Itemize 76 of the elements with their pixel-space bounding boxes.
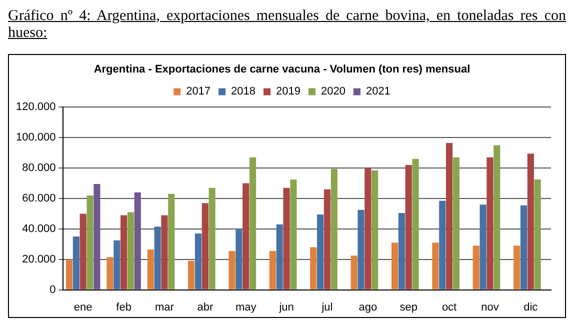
chart-title: Gráfico nº 4: Argentina, exportaciones mensuales de carne bovina, en toneladas res con hueso:: [8, 8, 566, 42]
bar: [114, 240, 120, 290]
bar: [72, 236, 80, 290]
y-tick-label: 80.000: [22, 162, 56, 174]
bar: [412, 158, 419, 290]
bar: [391, 242, 398, 290]
bar: [86, 195, 94, 290]
bar: [317, 214, 324, 290]
bar: [358, 210, 364, 290]
bar: [330, 168, 338, 290]
x-tick-label: oct: [442, 301, 457, 314]
bar: [372, 170, 378, 290]
bar: [127, 212, 134, 290]
y-tick-label: 60.000: [22, 192, 56, 205]
bar: [283, 188, 290, 290]
bar: [432, 242, 439, 290]
y-tick-label: 20.000: [22, 253, 56, 266]
y-tick-label: 120.000: [16, 101, 56, 114]
bar: [208, 188, 216, 290]
bar: [276, 224, 283, 290]
bar: [480, 204, 486, 290]
bar: [520, 205, 528, 290]
bar: [168, 194, 175, 290]
bar: [94, 184, 100, 290]
bar: [494, 145, 500, 290]
bar: [188, 260, 195, 290]
bar: [161, 215, 168, 290]
bar: [350, 256, 358, 290]
bar: [120, 215, 128, 290]
bar: [106, 257, 114, 290]
x-tick-label: ago: [358, 301, 378, 314]
y-tick-label: 0: [50, 284, 56, 296]
legend-label: 2020: [320, 86, 346, 98]
bar: [202, 203, 208, 290]
bar: [472, 246, 480, 290]
x-tick-label: may: [235, 301, 257, 314]
bar: [154, 226, 161, 290]
legend-label: 2021: [366, 86, 390, 98]
bar: [486, 157, 494, 290]
bar: [147, 249, 154, 290]
x-tick-label: abr: [197, 301, 214, 314]
x-tick-label: jul: [320, 301, 333, 314]
x-tick-label: sep: [400, 301, 418, 314]
bar: [439, 200, 446, 290]
bar: [194, 234, 202, 290]
bar: [398, 212, 405, 290]
bar: [290, 179, 297, 290]
y-tick-label: 100.000: [16, 132, 56, 144]
bar: [249, 157, 256, 290]
x-tick-label: feb: [116, 301, 132, 314]
bar: [236, 228, 242, 290]
legend-label: 2017: [186, 86, 211, 98]
x-tick-label: jun: [278, 301, 294, 314]
bar: [405, 165, 412, 290]
bar: [310, 247, 317, 290]
bar: [324, 189, 331, 290]
bar: [242, 183, 250, 290]
legend-label: 2018: [231, 86, 256, 98]
x-tick-label: mar: [155, 301, 174, 314]
chart-subtitle: Argentina - Exportaciones de carne vacuna - Volumen (ton res) mensual: [94, 64, 470, 76]
x-tick-label: dic: [524, 301, 538, 314]
bar: [134, 192, 141, 290]
y-tick-label: 40.000: [22, 222, 56, 235]
bar: [452, 157, 460, 290]
bar: [364, 168, 372, 290]
bar: [446, 142, 453, 290]
bar: [514, 246, 520, 290]
bar: [228, 251, 236, 290]
legend-label: 2019: [276, 86, 300, 98]
bar: [527, 154, 534, 290]
bar: [269, 251, 276, 290]
bar: [66, 259, 73, 290]
x-tick-label: nov: [481, 301, 500, 314]
bar: [534, 179, 541, 290]
x-tick-label: ene: [74, 301, 92, 314]
bar: [80, 214, 86, 290]
